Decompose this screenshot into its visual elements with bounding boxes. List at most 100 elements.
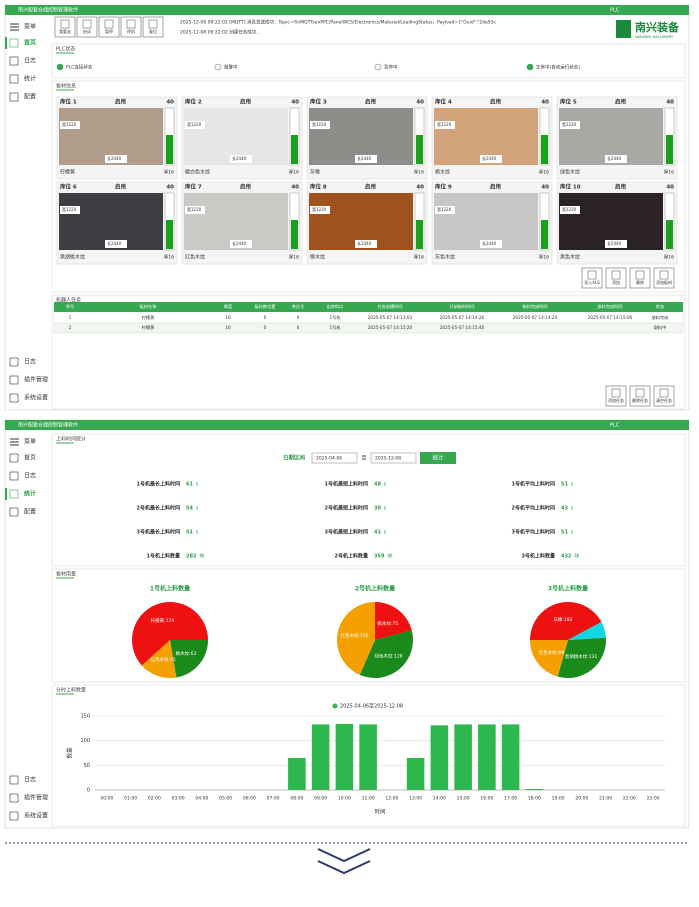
button[interactable]: [54, 16, 76, 38]
column-header: 任务创建时间: [377, 303, 402, 310]
pie-slice: [557, 637, 606, 678]
button[interactable]: [629, 267, 651, 289]
nav-item[interactable]: 统计: [24, 490, 36, 498]
dim-tag: [310, 206, 330, 214]
slot-count: 40: [666, 185, 674, 191]
table-cell: 0: [264, 325, 267, 330]
date-input[interactable]: [370, 452, 417, 464]
date-input[interactable]: [311, 452, 358, 464]
slot-width: 宽1220: [312, 206, 327, 212]
nav-item[interactable]: 插件管理: [24, 376, 48, 384]
button[interactable]: [653, 385, 675, 407]
stat-unit: s: [571, 506, 574, 512]
slot-length: 长2440: [482, 240, 497, 246]
slot-state: 启用: [490, 98, 501, 106]
stat-value: 282: [186, 554, 197, 560]
button-label: 复位: [149, 28, 157, 34]
stat-unit: s: [384, 482, 387, 488]
nav-item[interactable]: 系统设置: [24, 394, 48, 402]
active-indicator: [5, 488, 7, 500]
nav-item[interactable]: 日志: [24, 57, 36, 65]
x-tick-label: 23:00: [647, 796, 660, 802]
chevron: [317, 860, 371, 875]
section-title: 板材用量: [56, 571, 76, 578]
nav-item[interactable]: 配置: [24, 94, 36, 101]
nav-icon: [9, 471, 19, 481]
stat-unit: s: [384, 506, 387, 512]
nav-item[interactable]: 系统设置: [24, 812, 48, 820]
nav-icon: [9, 393, 19, 403]
button[interactable]: [120, 16, 142, 38]
stat-label: 1号机平均上料时间: [512, 481, 555, 488]
active-indicator: [5, 37, 7, 49]
table-cell: 2025-05-07 14:14:26: [440, 315, 485, 320]
slot-thickness: 厚16: [664, 255, 674, 261]
button[interactable]: [653, 267, 675, 289]
x-tick-label: 03:00: [172, 796, 185, 802]
button[interactable]: [142, 16, 164, 38]
nav-item[interactable]: 日志: [24, 776, 36, 784]
button[interactable]: [581, 267, 603, 289]
level-fill: [666, 220, 673, 249]
slot-width: 宽1220: [62, 121, 77, 127]
nav-item[interactable]: 配置: [24, 509, 36, 516]
nav-item[interactable]: 首页: [24, 454, 36, 462]
button-icon: [635, 388, 645, 398]
level-fill: [416, 220, 423, 249]
table-cell: 1号机: [329, 324, 341, 331]
button[interactable]: [629, 385, 651, 407]
x-tick-label: 09:00: [314, 796, 327, 802]
nav-item[interactable]: 统计: [24, 75, 36, 83]
button-label: 删除任务: [632, 397, 648, 403]
nav-item[interactable]: 首页: [24, 39, 36, 47]
slot-label: 库位 5: [560, 98, 577, 106]
button[interactable]: [605, 385, 627, 407]
pie-slice: [568, 621, 606, 640]
radio-label: 急停中: [384, 64, 398, 71]
stat-unit: 块: [199, 553, 204, 560]
dim-tag: [435, 206, 455, 214]
query-button[interactable]: [420, 452, 456, 464]
pie-title: 1号机上料数量: [150, 585, 190, 593]
window-title: 南兴配套仓储控制管理软件: [18, 7, 78, 14]
bar: [525, 789, 544, 790]
stat-label: 3号机上料数量: [522, 553, 555, 560]
section: [51, 433, 686, 567]
button[interactable]: [98, 16, 120, 38]
nav-icon: [9, 375, 19, 385]
nav-item[interactable]: 日志: [24, 358, 36, 366]
nav-item[interactable]: 插件管理: [24, 794, 48, 802]
menu: 菜单: [24, 23, 36, 31]
x-tick-label: 07:00: [267, 796, 280, 802]
x-tick-label: 15:00: [457, 796, 470, 802]
slot-name: 红色木纹: [185, 254, 205, 261]
dim-tag: [480, 240, 502, 248]
bar: [430, 725, 449, 790]
button[interactable]: [76, 16, 98, 38]
bar: [359, 724, 377, 790]
radio: [56, 63, 64, 71]
slot-label: 库位 8: [310, 183, 327, 191]
x-tick-label: 18:00: [528, 796, 541, 802]
button-label: 导入XLS: [584, 279, 600, 285]
dim-tag: [560, 206, 580, 214]
button[interactable]: [605, 267, 627, 289]
slot-length: 长2440: [607, 240, 622, 246]
radio-label: 报警中: [224, 64, 238, 71]
nav-item[interactable]: 日志: [24, 472, 36, 480]
nav-icon: [9, 453, 19, 463]
column-header: 序号: [66, 303, 74, 310]
stat-value: 41: [374, 530, 381, 536]
table-cell: 0: [297, 315, 300, 320]
y-tick-label: 150: [80, 714, 90, 720]
stat-label: 2号机最长上料时间: [137, 505, 180, 512]
slot-state: 启用: [115, 98, 126, 106]
dim-tag: [230, 240, 252, 248]
radio-label: PLC连接状态: [66, 64, 93, 71]
slot-count: 40: [666, 100, 674, 106]
dim-tag: [185, 121, 205, 129]
stat-value: 30: [374, 506, 381, 512]
dim-tag: [310, 121, 330, 129]
slot-count: 40: [166, 100, 174, 106]
slot-state: 启用: [115, 183, 126, 191]
